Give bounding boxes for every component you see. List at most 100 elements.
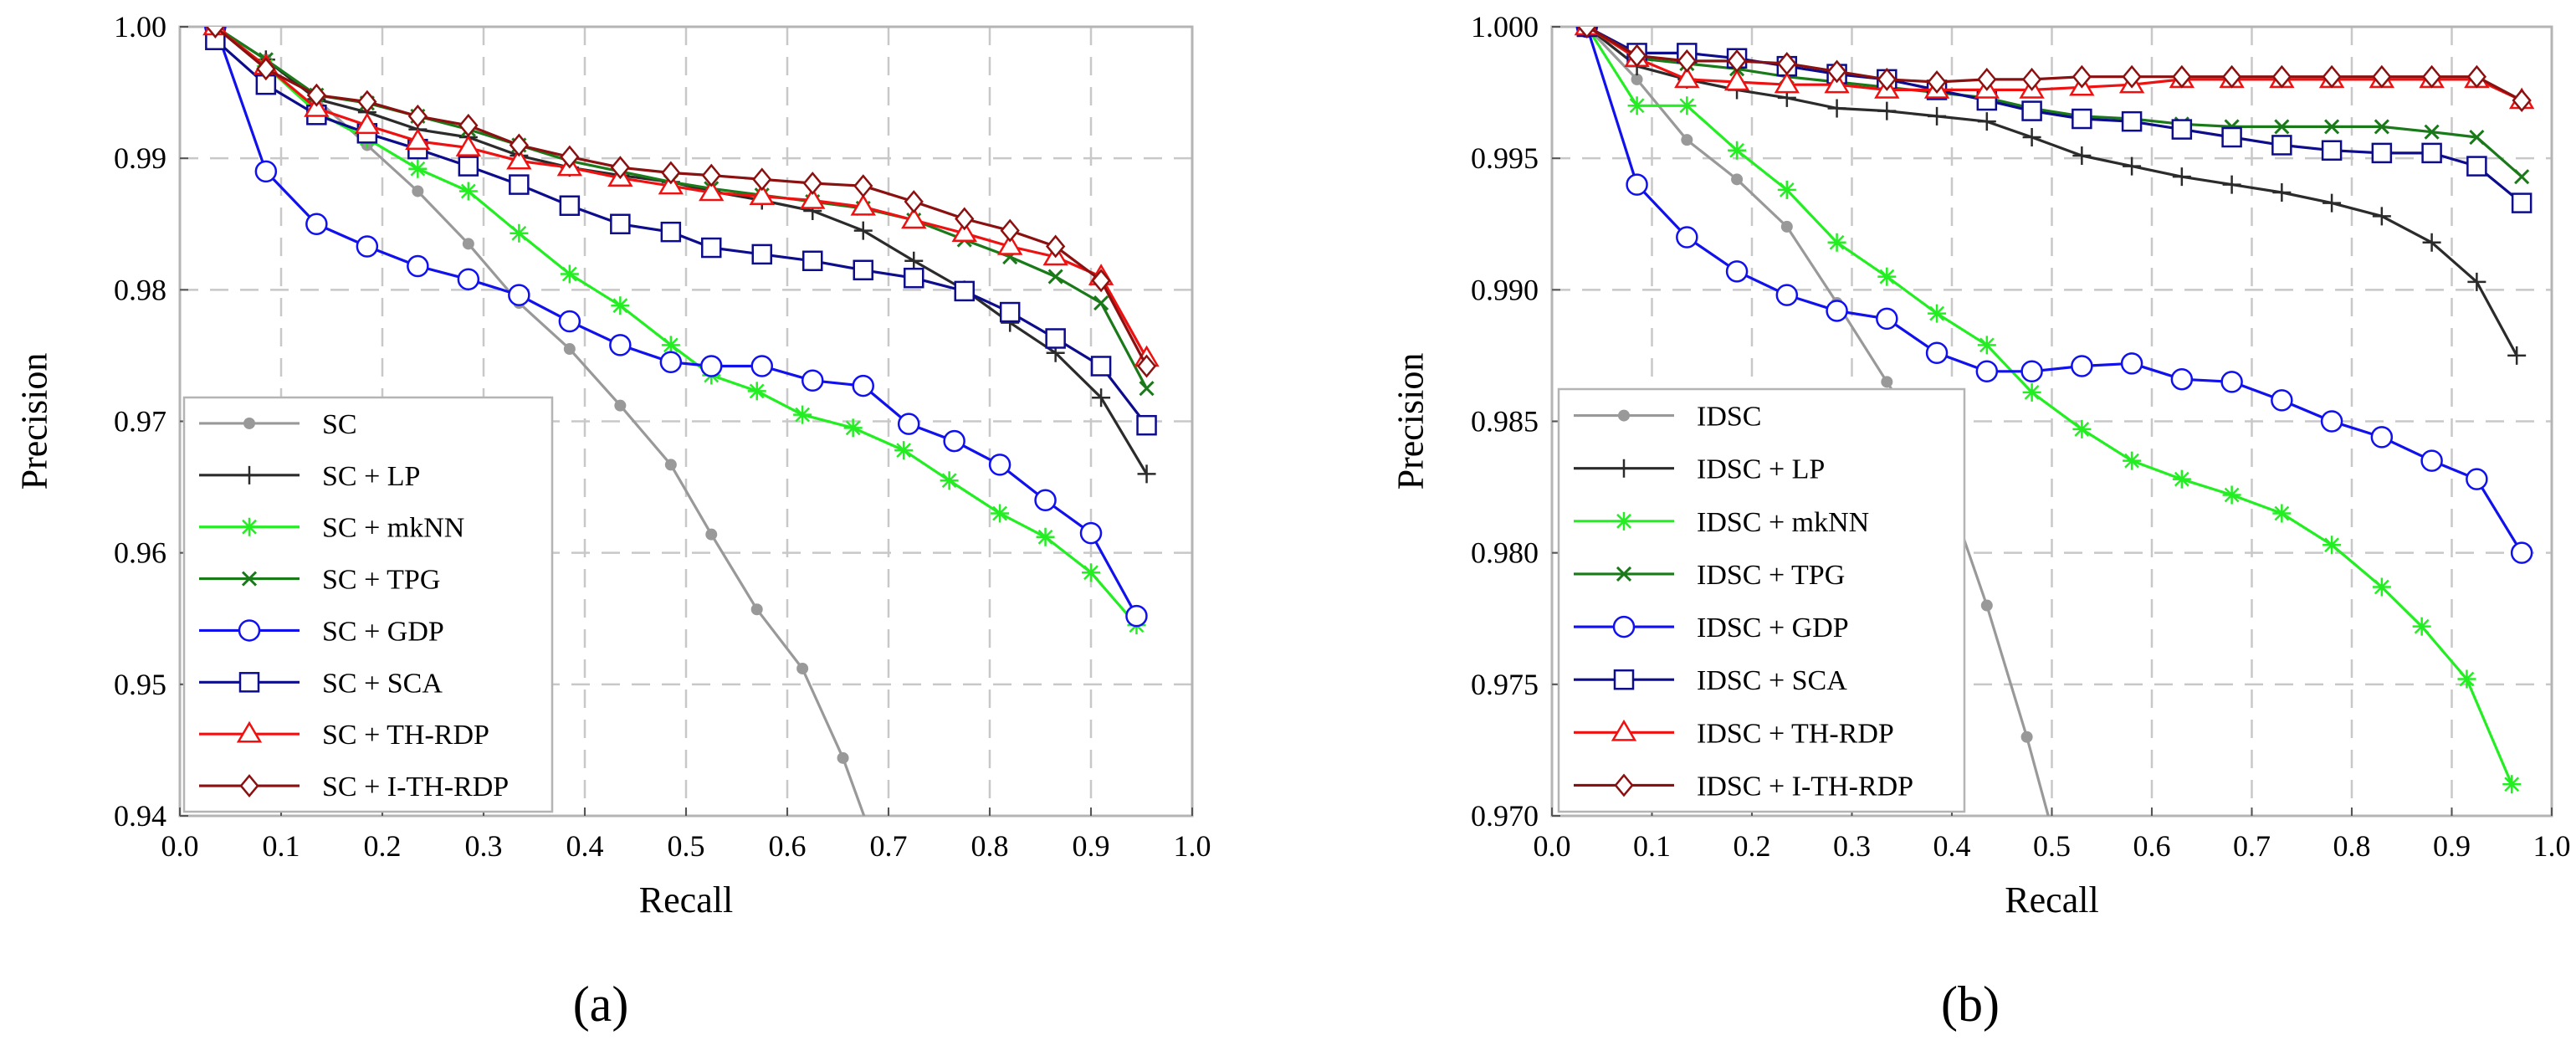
triangle-marker-16 — [997, 233, 1023, 255]
x-axis-label: Recall — [639, 879, 733, 920]
chart-b: 0.0 0.1 0.2 0.3 0.4 0.5 0.6 0.7 0.8 0.9 1.0 0.970 0.… — [1390, 10, 2570, 1032]
x-tick-label: 0.7 — [2233, 829, 2271, 863]
y-axis-label: Precision — [13, 353, 54, 490]
square-marker-19 — [1136, 414, 1157, 436]
x-tick-label: 0.8 — [971, 829, 1009, 863]
square-marker-19 — [2511, 192, 2532, 213]
diamond-marker-8 — [1977, 67, 1997, 91]
circle-marker-2 — [1676, 226, 1698, 249]
star-marker-5 — [458, 182, 478, 201]
diamond-marker-legend — [239, 774, 259, 798]
plus-marker-13 — [853, 221, 873, 240]
star-marker-12 — [793, 405, 812, 424]
cross-marker-16 — [2374, 119, 2389, 135]
square-marker-legend — [238, 672, 260, 693]
series-line-mknn — [214, 27, 1138, 627]
circle-marker-14 — [2271, 389, 2293, 412]
dot-marker-3 — [1731, 173, 1744, 186]
diamond-marker-legend — [1614, 773, 1634, 797]
diamond-marker-12 — [2172, 64, 2192, 89]
star-marker-15 — [2322, 536, 2342, 555]
square-marker-14 — [2271, 135, 2292, 156]
circle-marker-16 — [2370, 426, 2394, 449]
dot-marker-9 — [2020, 731, 2033, 743]
circle-marker-18 — [1079, 521, 1103, 545]
circle-marker-10 — [2071, 355, 2093, 377]
star-marker-9 — [661, 336, 680, 355]
dot-marker-4 — [1780, 220, 1793, 233]
triangle-marker-2 — [1674, 66, 1700, 89]
cross-marker-14 — [2274, 119, 2290, 135]
square-marker-6 — [509, 174, 530, 195]
diamond-marker-4 — [1777, 52, 1797, 75]
star-marker-2 — [1677, 96, 1697, 115]
circle-marker-3 — [356, 235, 379, 258]
diamond-marker-8 — [610, 156, 630, 180]
square-marker-17 — [1045, 328, 1066, 349]
plus-marker-14 — [2272, 183, 2292, 203]
star-marker-13 — [2222, 485, 2241, 505]
legend-label: SC + I-TH-RDP — [322, 772, 509, 802]
circle-marker-11 — [2120, 352, 2143, 375]
y-tick-label: 0.99 — [114, 141, 166, 175]
triangle-marker-4 — [405, 128, 431, 150]
plus-marker-13 — [2222, 175, 2241, 194]
diamond-marker-18 — [2466, 64, 2487, 89]
series-line-th-rdp — [1585, 27, 2522, 102]
plus-marker-9 — [2022, 128, 2041, 147]
square-marker-11 — [2121, 110, 2143, 132]
square-marker-9 — [660, 221, 682, 243]
legend: SC SC + LP SC + mkNN SC + TPG SC + GDP SC + S… — [182, 396, 554, 813]
chart-caption: (a) — [573, 977, 629, 1032]
x-tick-label: 0.0 — [161, 829, 199, 863]
dot-marker-8 — [1980, 599, 1993, 612]
legend-label: SC + mkNN — [322, 513, 464, 544]
plus-marker-19 — [1137, 464, 1156, 484]
diamond-marker-9 — [661, 161, 681, 185]
diamond-marker-12 — [802, 172, 822, 195]
y-tick-label: 0.98 — [114, 273, 166, 306]
diamond-marker-15 — [2322, 64, 2342, 89]
legend-label: IDSC + TPG — [1697, 560, 1845, 591]
square-marker-8 — [610, 213, 631, 234]
dot-marker-legend — [243, 417, 255, 429]
diamond-marker-14 — [2271, 64, 2292, 89]
series-line-tpg — [1585, 27, 2523, 178]
star-marker-11 — [2123, 451, 2142, 470]
legend-label: IDSC + I-TH-RDP — [1697, 771, 1913, 802]
plus-marker-19 — [2507, 346, 2527, 365]
triangle-marker-3 — [354, 112, 381, 135]
x-tick-label: 0.4 — [566, 829, 604, 863]
star-marker-6 — [510, 223, 529, 243]
legend-label: IDSC — [1697, 402, 1761, 433]
series-mknn — [1577, 27, 2522, 794]
y-tick-label: 0.980 — [1471, 536, 1539, 570]
circle-marker-4 — [407, 254, 429, 278]
y-tick-label: 0.985 — [1471, 405, 1539, 438]
dot-marker-5 — [462, 238, 474, 250]
triangle-marker-legend — [1611, 719, 1637, 741]
circle-marker-3 — [1725, 260, 1749, 283]
cross-marker-legend — [241, 571, 258, 587]
circle-marker-9 — [2020, 360, 2043, 383]
star-marker-9 — [2022, 382, 2041, 402]
square-marker-11 — [751, 244, 772, 265]
star-marker-17 — [2412, 617, 2431, 636]
square-marker-12 — [2171, 119, 2193, 140]
dot-marker-9 — [664, 459, 677, 471]
x-tick-label: 0.2 — [364, 829, 402, 863]
legend: IDSC IDSC + LP IDSC + mkNN IDSC + TPG IDSC +… — [1557, 387, 1966, 813]
series-sca — [205, 29, 1157, 436]
legend-entry: SC + LP — [199, 461, 420, 492]
x-tick-label: 0.5 — [2033, 829, 2071, 863]
circle-marker-2 — [305, 213, 328, 235]
y-axis-label: Precision — [1390, 353, 1431, 490]
dot-marker-12 — [796, 662, 809, 674]
series-i-th-rdp — [1577, 27, 2532, 112]
circle-marker-legend — [238, 619, 261, 642]
dot-marker-10 — [705, 528, 718, 541]
dot-marker-4 — [412, 185, 424, 197]
circle-marker-16 — [988, 454, 1011, 476]
triangle-marker-legend — [236, 720, 263, 743]
